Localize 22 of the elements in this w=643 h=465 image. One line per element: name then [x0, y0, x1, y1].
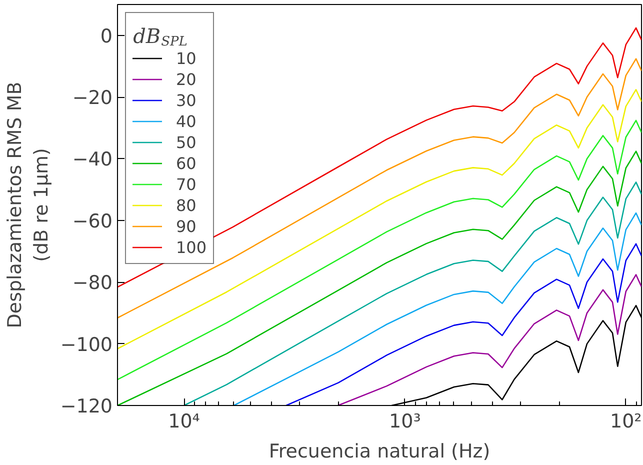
y-tick-label: −20 [72, 87, 113, 110]
legend-label: 10 [176, 48, 196, 68]
x-tick-label: 10² [610, 410, 642, 432]
legend-label: 100 [176, 238, 207, 256]
y-axis-title: Desplazamientos RMS MB (dB re 1μm) [4, 82, 52, 328]
legend-label: 90 [176, 216, 196, 236]
legend-label: 70 [176, 174, 196, 194]
y-tick-label: −40 [72, 148, 113, 171]
y-tick-label: 0 [100, 25, 113, 48]
x-tick-label: 10⁴ [168, 410, 200, 432]
y-tick-label: −100 [60, 334, 112, 356]
legend-label: 60 [176, 154, 196, 172]
y-tick-label: −80 [72, 272, 113, 294]
legend-label: 80 [176, 196, 196, 214]
x-tick-label: 10³ [389, 410, 421, 432]
legend-label: 40 [176, 112, 196, 130]
legend-label: 50 [176, 132, 196, 152]
y-tick-label: −60 [72, 210, 113, 232]
y-tick-label: −120 [60, 396, 112, 418]
legend-label: 20 [176, 70, 196, 88]
x-axis-title: Frecuencia natural (Hz) [268, 440, 490, 462]
legend-label: 30 [176, 90, 196, 110]
